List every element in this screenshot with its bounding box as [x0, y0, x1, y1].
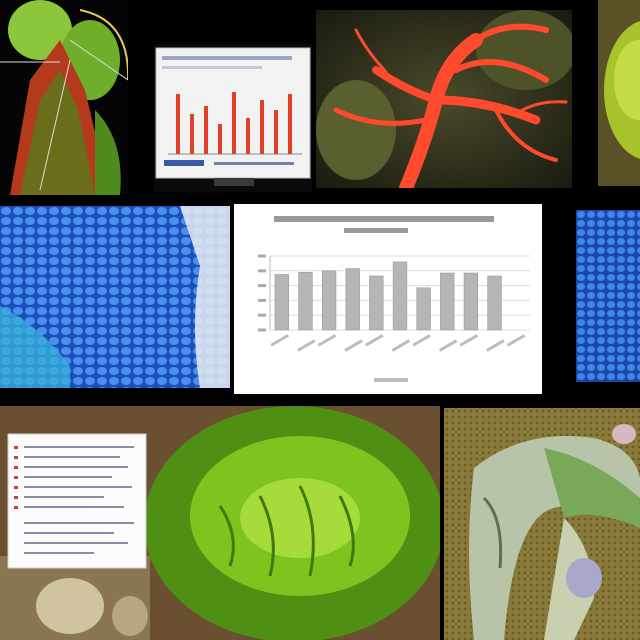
chart-bar [369, 275, 384, 331]
green-sphere-photo [598, 0, 640, 186]
chart-x-tick-label-blur [438, 339, 458, 352]
blue-cell-texture-photo [0, 206, 230, 388]
chart-bar [345, 268, 360, 331]
chart-bar [274, 274, 289, 331]
bar-chart-plot [258, 216, 530, 382]
chart-y-tick-label-blur [258, 284, 266, 288]
plant-specimen-photo [0, 0, 128, 195]
chart-bar [416, 287, 431, 331]
chart-bar [463, 272, 479, 331]
chart-y-tick-label-blur [258, 254, 266, 258]
chart-x-tick-label-blur [364, 334, 384, 347]
chart-y-tick-label-blur [258, 313, 266, 317]
chart-x-tick-label-blur [412, 334, 431, 347]
monitor-with-bar-chart [154, 44, 312, 192]
chart-x-tick-labels [270, 334, 526, 352]
blue-cell-texture-photo-2 [576, 210, 640, 382]
chart-bar [321, 270, 337, 331]
chart-bar [298, 271, 313, 331]
chart-bar [392, 261, 408, 331]
chart-y-tick-label-blur [258, 328, 266, 332]
chart-y-tick-label-blur [258, 269, 266, 273]
bar-chart [234, 204, 542, 394]
chart-bar [487, 275, 502, 331]
chart-bar [440, 272, 455, 331]
chart-x-tick-label-blur [317, 334, 337, 347]
chart-x-tick-label-blur [344, 339, 363, 352]
chart-x-tick-label-blur [459, 334, 479, 347]
chart-x-tick-label-blur [270, 334, 289, 347]
chart-x-tick-label-blur [506, 334, 526, 347]
document-over-green-tissue-photo [0, 406, 440, 640]
chart-title-blur [274, 216, 494, 233]
animal-limb-photo [444, 408, 640, 640]
chart-x-axis-label-blur [374, 378, 408, 382]
chart-x-tick-label-blur [297, 339, 316, 352]
chart-y-tick-label-blur [258, 298, 266, 302]
red-vascular-branching-photo [316, 10, 572, 188]
chart-bars [274, 261, 502, 331]
chart-x-tick-label-blur [391, 339, 411, 352]
chart-x-tick-label-blur [486, 339, 505, 352]
